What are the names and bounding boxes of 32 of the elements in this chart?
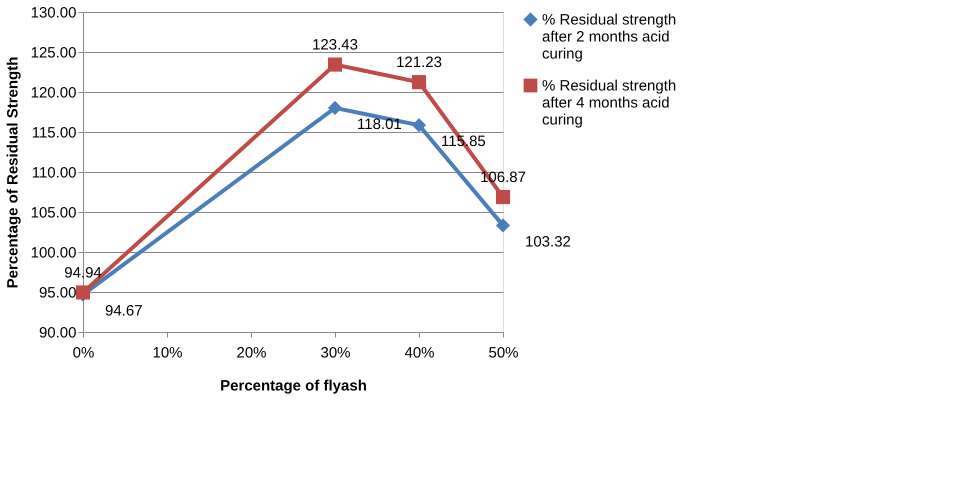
data-label: 118.01 bbox=[357, 116, 402, 133]
point bbox=[496, 190, 510, 204]
y-tick-label: 100.00 bbox=[30, 244, 76, 262]
x-tick-label: 50% bbox=[488, 344, 519, 362]
x-tick-label: 20% bbox=[236, 344, 267, 362]
y-tick-label: 110.00 bbox=[32, 164, 76, 182]
data-label: 121.23 bbox=[396, 54, 442, 72]
data-label: 94.94 bbox=[64, 264, 102, 282]
x-axis-title: Percentage of flyash bbox=[220, 378, 367, 394]
point bbox=[76, 285, 90, 300]
y-tick-label: 105.00 bbox=[30, 204, 76, 222]
data-label: 103.32 bbox=[525, 233, 571, 250]
data-label: 94.67 bbox=[105, 302, 143, 320]
point bbox=[412, 75, 426, 90]
x-tick-label: 40% bbox=[404, 344, 435, 362]
data-label: 123.43 bbox=[312, 36, 358, 54]
point bbox=[496, 218, 510, 233]
x-tick-label: 0% bbox=[72, 344, 94, 362]
point bbox=[412, 118, 426, 132]
legend-label: % Residual strength after 4 months acid curing bbox=[542, 78, 676, 128]
y-tick-label: 125.00 bbox=[30, 44, 76, 62]
y-axis-title: Percentage of Residual Strength bbox=[4, 56, 22, 288]
point bbox=[328, 100, 342, 115]
y-tick-label: 120.00 bbox=[30, 84, 76, 102]
legend-label: % Residual strength after 2 months acid curing bbox=[542, 12, 676, 62]
y-tick-label: 95.00 bbox=[38, 284, 76, 302]
y-tick-label: 115.00 bbox=[32, 124, 76, 142]
x-tick-label: 10% bbox=[152, 344, 183, 362]
y-tick-label: 130.00 bbox=[30, 4, 76, 22]
point bbox=[328, 57, 342, 72]
x-tick-label: 30% bbox=[320, 344, 351, 362]
y-tick-label: 90.00 bbox=[38, 324, 76, 342]
